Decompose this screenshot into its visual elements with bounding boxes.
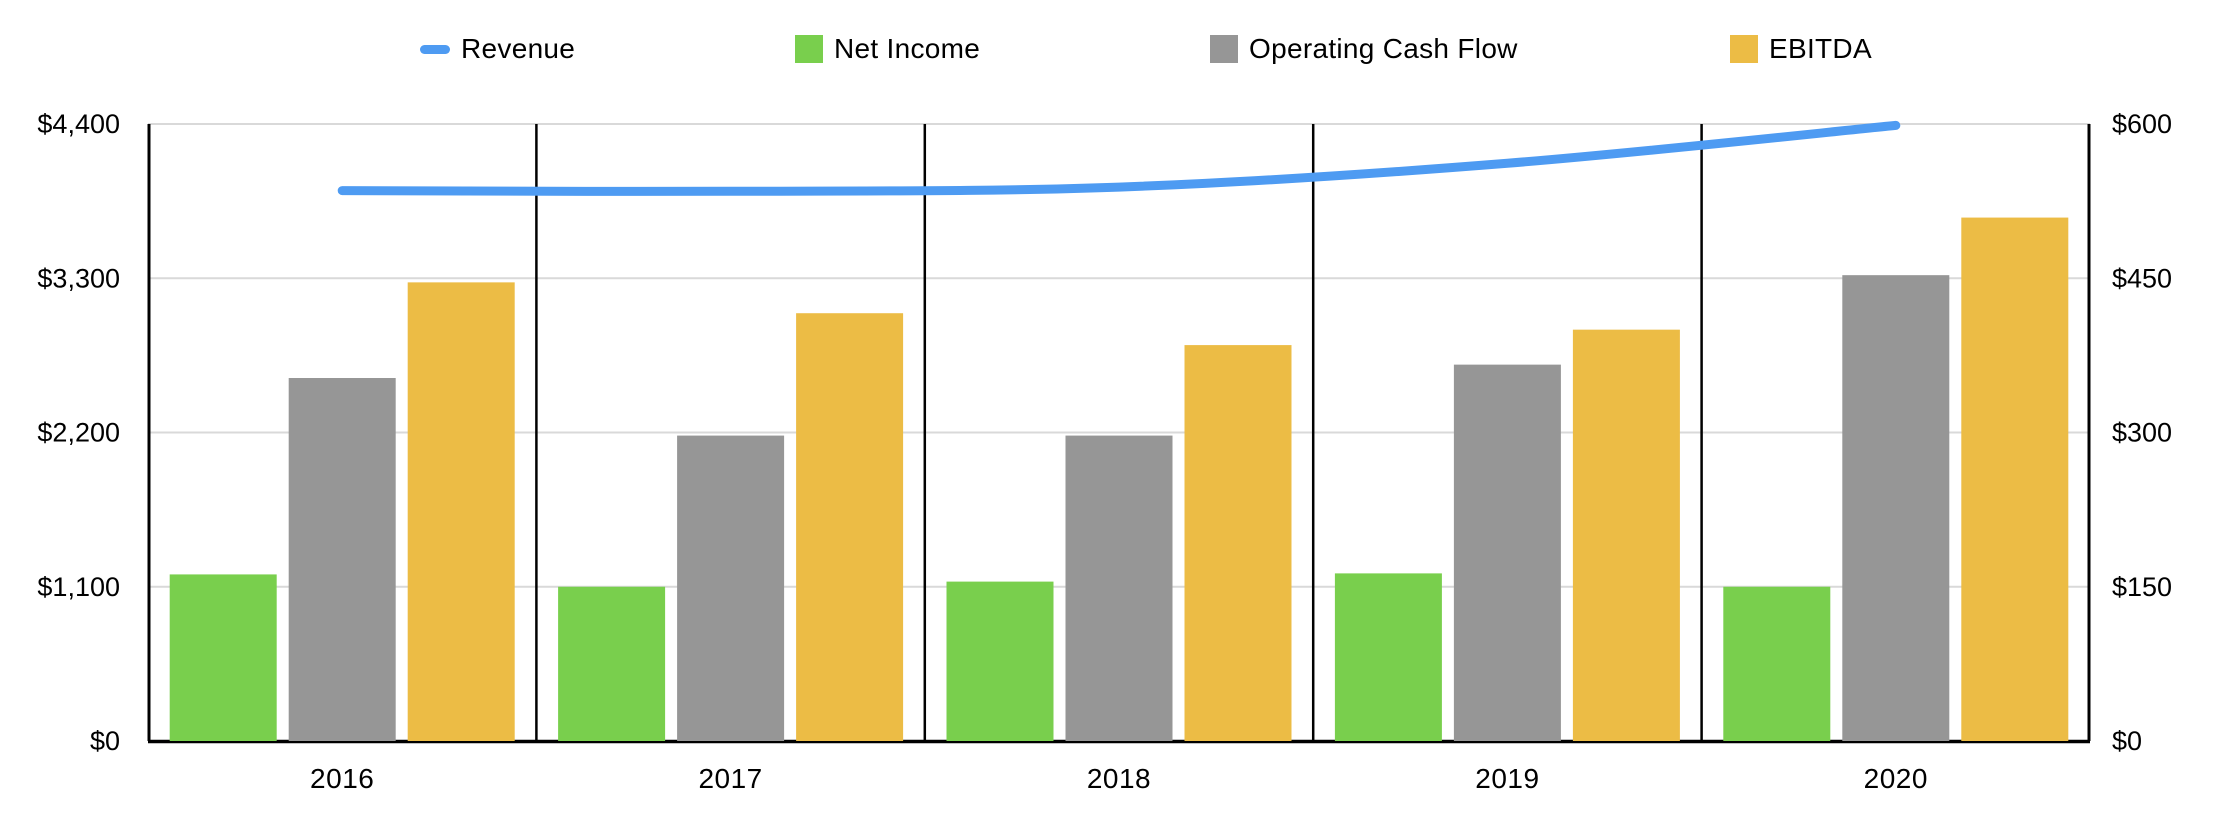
right-axis-tick-label: $600 <box>2112 109 2172 139</box>
legend-item-ebitda[interactable]: EBITDA <box>1730 32 1872 66</box>
x-axis-label-2017: 2017 <box>698 763 762 794</box>
legend-item-operating-cash-flow[interactable]: Operating Cash Flow <box>1210 32 1518 66</box>
left-axis-tick-label: $4,400 <box>37 109 120 139</box>
bar-operating-cash-flow-2020[interactable] <box>1842 275 1950 741</box>
right-axis-tick-label: $450 <box>2112 263 2172 293</box>
legend-label: Net Income <box>834 33 981 64</box>
left-axis-tick-label: $2,200 <box>37 418 120 448</box>
square-swatch-icon <box>1730 35 1758 63</box>
legend-item-net-income[interactable]: Net Income <box>795 32 980 66</box>
legend-label: Operating Cash Flow <box>1249 33 1518 64</box>
line-swatch-icon <box>420 44 450 54</box>
left-axis-tick-label: $1,100 <box>37 572 120 602</box>
bar-ebitda-2017[interactable] <box>796 313 904 741</box>
x-axis-label-2019: 2019 <box>1475 763 1539 794</box>
bar-operating-cash-flow-2018[interactable] <box>1065 435 1173 741</box>
right-axis-tick-label: $150 <box>2112 572 2172 602</box>
x-axis-label-2018: 2018 <box>1087 763 1151 794</box>
legend-label: Revenue <box>461 33 576 64</box>
bar-net-income-2017[interactable] <box>558 586 666 741</box>
x-axis-label-2020: 2020 <box>1864 763 1928 794</box>
bar-net-income-2019[interactable] <box>1334 573 1442 741</box>
bar-operating-cash-flow-2017[interactable] <box>677 435 785 741</box>
bar-ebitda-2016[interactable] <box>407 282 515 741</box>
square-swatch-icon <box>795 35 823 63</box>
legend-label: EBITDA <box>1769 33 1872 64</box>
bar-operating-cash-flow-2016[interactable] <box>288 377 396 741</box>
square-swatch-icon <box>1210 35 1238 63</box>
bar-net-income-2018[interactable] <box>946 581 1054 741</box>
bar-operating-cash-flow-2019[interactable] <box>1453 364 1561 741</box>
bar-ebitda-2018[interactable] <box>1184 345 1292 741</box>
left-axis-tick-label: $0 <box>90 726 120 756</box>
legend-item-revenue[interactable]: Revenue <box>420 32 575 66</box>
right-axis-tick-label: $0 <box>2112 726 2142 756</box>
chart-legend: Revenue Net Income Operating Cash Flow EBIT… <box>0 0 2216 70</box>
right-axis-tick-label: $300 <box>2112 418 2172 448</box>
x-axis-label-2016: 2016 <box>310 763 374 794</box>
bar-net-income-2020[interactable] <box>1723 586 1831 741</box>
revenue-line[interactable] <box>337 120 1901 196</box>
bar-ebitda-2020[interactable] <box>1961 217 2069 741</box>
bar-net-income-2016[interactable] <box>169 574 277 741</box>
left-axis-tick-label: $3,300 <box>37 263 120 293</box>
bar-ebitda-2019[interactable] <box>1572 329 1680 741</box>
